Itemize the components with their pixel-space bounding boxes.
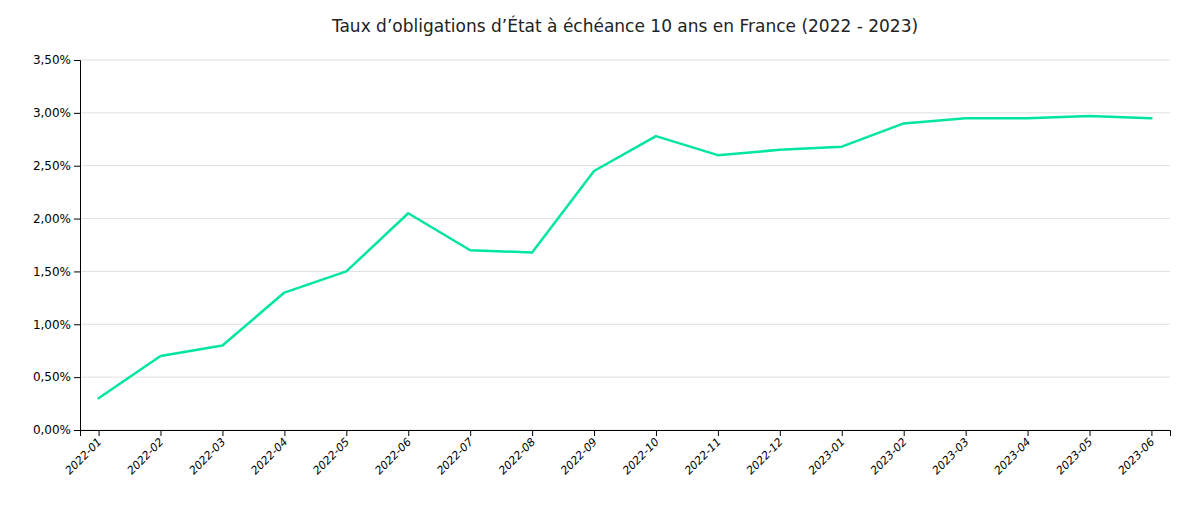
tick-mark	[99, 430, 100, 436]
tick-label: 2022-12	[744, 436, 786, 478]
tick: 2022-12	[744, 430, 786, 477]
tick-label: 2023-03	[930, 436, 972, 478]
tick: 2022-09	[558, 430, 600, 477]
grid-line	[80, 60, 1170, 61]
tick: 2022-05	[310, 430, 352, 477]
tick-label: 2022-05	[310, 436, 352, 478]
tick-label: 2023-06	[1116, 436, 1158, 478]
tick-mark	[74, 430, 80, 431]
grid-line	[80, 218, 1170, 219]
axis-line	[74, 61, 81, 431]
tick: 0,00%	[33, 423, 80, 437]
tick: 2023-05	[1054, 430, 1096, 477]
grid-line	[80, 271, 1170, 272]
tick-label: 3,00%	[33, 106, 71, 120]
tick: 2022-03	[187, 430, 229, 477]
tick-label: 2023-05	[1054, 436, 1096, 478]
tick-mark	[594, 430, 595, 436]
tick-label: 0,00%	[33, 423, 71, 437]
tick: 3,00%	[33, 106, 80, 120]
tick-mark	[1089, 430, 1090, 436]
tick: 0,50%	[33, 370, 80, 384]
tick-label: 2022-04	[249, 436, 291, 478]
tick: 1,00%	[33, 318, 80, 332]
tick-label: 1,50%	[33, 265, 71, 279]
tick: 2022-07	[434, 430, 476, 477]
tick-label: 2022-06	[372, 436, 414, 478]
title: Taux d’obligations d’État à échéance 10 …	[331, 15, 918, 36]
tick-label: 2022-09	[558, 436, 600, 478]
tick-label: 3,50%	[33, 53, 71, 67]
tick-label: 2022-08	[496, 436, 538, 478]
tick: 2022-06	[372, 430, 414, 477]
tick: 2023-06	[1116, 430, 1158, 477]
tick-label: 2023-02	[868, 436, 910, 478]
grid	[80, 60, 1170, 430]
tick-label: 2022-11	[682, 436, 724, 478]
grid-line	[80, 324, 1170, 325]
tick-mark	[408, 430, 409, 436]
tick-mark	[718, 430, 719, 436]
tick: 2022-11	[682, 430, 724, 477]
tick-mark	[74, 219, 80, 220]
tick-mark	[222, 430, 223, 436]
grid-line	[80, 112, 1170, 113]
grid-line	[80, 165, 1170, 166]
plot: 0,00% 0,50% 1,00% 1,50% 2,00% 2,50% 3,00% 3,50%…	[33, 53, 1171, 477]
tick: 2022-08	[496, 430, 538, 477]
tick-mark	[656, 430, 657, 436]
tick-mark	[161, 430, 162, 436]
tick-mark	[284, 430, 285, 436]
tick-mark	[74, 113, 80, 114]
tick-mark	[780, 430, 781, 436]
tick: 2023-03	[930, 430, 972, 477]
tick-mark	[470, 430, 471, 436]
tick: 2,00%	[33, 212, 80, 226]
tick-label: 2,50%	[33, 159, 71, 173]
tick: 3,50%	[33, 53, 80, 67]
tick: 2022-10	[620, 430, 662, 477]
tick-mark	[74, 60, 80, 61]
tick: 2022-01	[63, 430, 105, 477]
marks	[99, 116, 1152, 398]
tick-mark	[74, 166, 80, 167]
tick: 1,50%	[33, 265, 80, 279]
tick-label: 2,00%	[33, 212, 71, 226]
tick-mark	[1151, 430, 1152, 436]
tick-label: 2022-01	[63, 436, 105, 478]
tick-label: 2023-04	[992, 436, 1034, 478]
line	[99, 116, 1152, 398]
tick-label: 1,00%	[33, 318, 71, 332]
tick: 2,50%	[33, 159, 80, 173]
tick-mark	[842, 430, 843, 436]
tick-mark	[532, 430, 533, 436]
chart: 0,00% 0,50% 1,00% 1,50% 2,00% 2,50% 3,00% 3,50%…	[0, 0, 1200, 525]
tick: 2023-04	[992, 430, 1034, 477]
x-axis: 2022-01 2022-02 2022-03 2022-04 2022-05 2022-…	[63, 430, 1171, 477]
tick-label: 2022-10	[620, 436, 662, 478]
tick-label: 0,50%	[33, 370, 71, 384]
tick-label: 2022-03	[187, 436, 229, 478]
tick-label: 2023-01	[806, 436, 848, 478]
tick: 2023-01	[806, 430, 848, 477]
tick-label: 2022-02	[125, 436, 167, 478]
tick-mark	[74, 377, 80, 378]
y-axis: 0,00% 0,50% 1,00% 1,50% 2,00% 2,50% 3,00% 3,50%	[33, 53, 81, 437]
axis-line	[81, 431, 1171, 437]
tick-mark	[904, 430, 905, 436]
tick: 2023-02	[868, 430, 910, 477]
tick-mark	[74, 324, 80, 325]
tick: 2022-04	[249, 430, 291, 477]
tick: 2022-02	[125, 430, 167, 477]
tick-mark	[1028, 430, 1029, 436]
tick-mark	[74, 271, 80, 272]
tick-label: 2022-07	[434, 436, 476, 478]
tick-mark	[966, 430, 967, 436]
grid-line	[80, 377, 1170, 378]
tick-mark	[346, 430, 347, 436]
